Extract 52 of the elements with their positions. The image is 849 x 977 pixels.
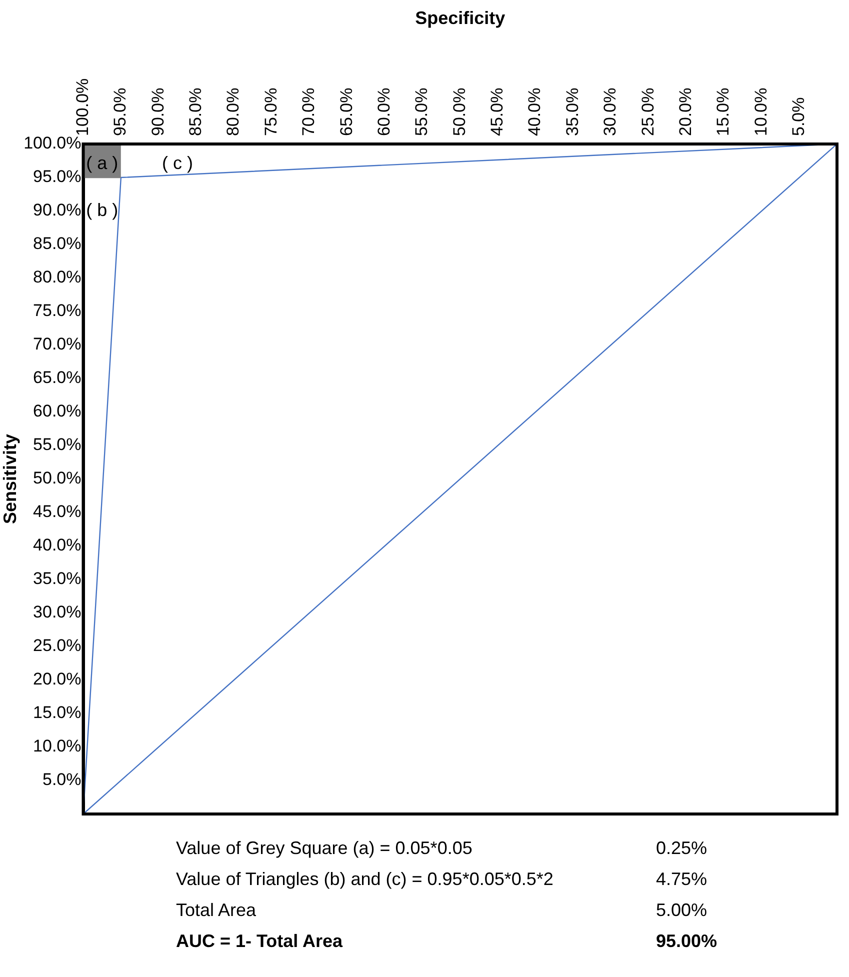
- y-tick-label: 45.0%: [33, 502, 82, 522]
- x-tick-label: 95.0%: [110, 88, 130, 136]
- y-tick-label: 100.0%: [24, 134, 82, 153]
- x-tick-label: 55.0%: [412, 88, 432, 136]
- x-tick-label: 85.0%: [186, 88, 206, 136]
- y-tick-label: 90.0%: [33, 200, 82, 220]
- x-tick-label: 65.0%: [336, 88, 356, 136]
- y-tick-label: 40.0%: [33, 536, 82, 555]
- y-tick-label: 70.0%: [33, 334, 82, 354]
- text: 0.25%: [656, 838, 708, 859]
- y-tick-label: 65.0%: [33, 368, 82, 388]
- x-tick-label: 75.0%: [261, 88, 280, 136]
- x-tick-label: 20.0%: [676, 88, 695, 136]
- y-tick-label: 75.0%: [33, 301, 82, 320]
- annotation: ( c ): [162, 153, 193, 174]
- y-tick-label: 15.0%: [33, 703, 82, 722]
- x-tick-label: 15.0%: [714, 88, 733, 136]
- x-tick-label: 5.0%: [789, 97, 808, 136]
- x-tick-label: 10.0%: [751, 88, 770, 136]
- y-tick-label: 30.0%: [33, 602, 82, 622]
- x-tick-label: 25.0%: [638, 88, 658, 136]
- y-tick-label: 80.0%: [33, 268, 82, 287]
- text: AUC = 1- Total Area: [176, 931, 344, 952]
- y-tick-label: 25.0%: [33, 636, 82, 656]
- text: 5.00%: [656, 900, 708, 921]
- x-tick-label: 45.0%: [488, 88, 507, 136]
- y-tick-label: 55.0%: [33, 435, 82, 454]
- y-tick-label: 10.0%: [33, 736, 82, 756]
- x-tick-label: 80.0%: [224, 88, 243, 136]
- x-tick-label: 60.0%: [374, 88, 394, 136]
- text: Total Area: [176, 900, 258, 921]
- y-tick-label: 60.0%: [33, 402, 82, 421]
- y-tick-label: 95.0%: [33, 167, 82, 186]
- y-tick-label: 35.0%: [33, 569, 82, 588]
- x-tick-label: 90.0%: [148, 88, 168, 136]
- annotation: ( b ): [86, 200, 118, 220]
- annotation: ( a ): [86, 153, 118, 174]
- text: Value of Grey Square (a) = 0.05*0.05: [176, 838, 474, 859]
- y-tick-label: 50.0%: [33, 468, 82, 488]
- x-axis-title: Specificity: [415, 8, 506, 28]
- y-tick-label: 5.0%: [42, 770, 82, 790]
- y-tick-label: 85.0%: [33, 234, 82, 254]
- y-axis-title: Sensitivity: [0, 434, 20, 524]
- text: 4.75%: [656, 869, 708, 890]
- x-tick-label: 40.0%: [525, 88, 544, 136]
- x-tick-label: 70.0%: [299, 88, 318, 136]
- x-tick-label: 30.0%: [600, 88, 620, 136]
- y-tick-label: 20.0%: [33, 670, 82, 689]
- x-tick-label: 35.0%: [562, 88, 582, 136]
- text: Value of Triangles (b) and (c) = 0.95*0.05*0.5*2: [176, 869, 554, 890]
- x-tick-label: 50.0%: [450, 88, 469, 136]
- text: 95.00%: [656, 931, 718, 952]
